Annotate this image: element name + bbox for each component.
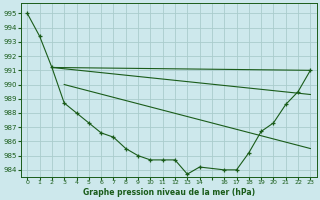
X-axis label: Graphe pression niveau de la mer (hPa): Graphe pression niveau de la mer (hPa) — [83, 188, 255, 197]
